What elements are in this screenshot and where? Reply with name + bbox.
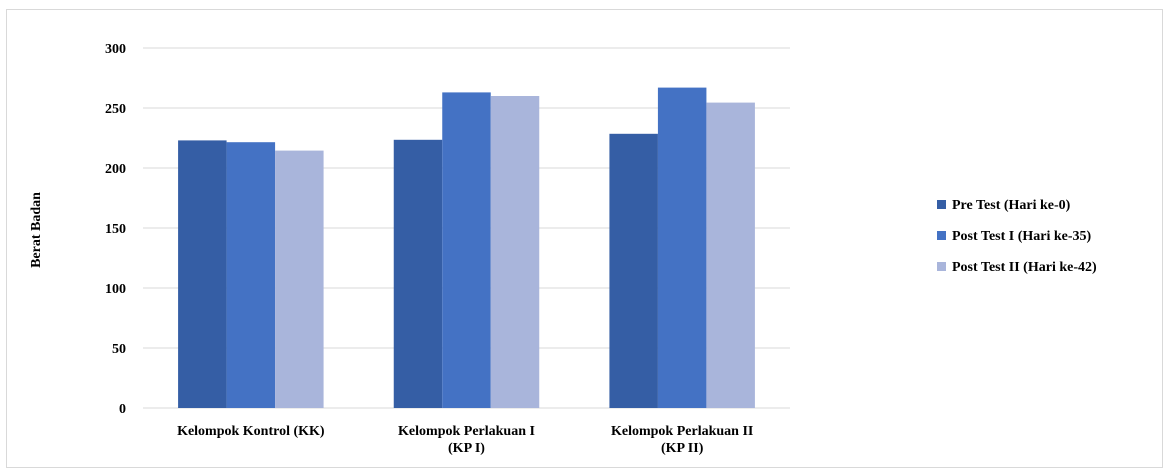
x-category-label: Kelompok Kontrol (KK)	[177, 424, 325, 439]
legend-label: Post Test I (Hari ke-35)	[952, 229, 1092, 244]
bar	[657, 87, 707, 408]
legend-swatch	[937, 231, 946, 240]
x-category-label: (KP II)	[661, 441, 704, 456]
y-tick-label: 50	[112, 342, 126, 357]
bar	[442, 92, 491, 409]
legend-swatch	[937, 262, 946, 271]
legend-swatch	[937, 200, 946, 209]
bar	[178, 140, 227, 408]
y-tick-label: 300	[105, 42, 126, 57]
y-tick-label: 0	[119, 402, 126, 417]
x-category-label: Kelompok Perlakuan II	[611, 424, 753, 439]
legend-label: Post Test II (Hari ke-42)	[952, 260, 1097, 275]
bar	[393, 139, 443, 409]
y-axis-title: Berat Badan	[29, 192, 44, 268]
x-category-label: (KP I)	[448, 441, 485, 456]
y-tick-label: 100	[105, 282, 126, 297]
y-tick-label: 150	[105, 222, 126, 237]
bar	[706, 102, 755, 408]
bar	[226, 142, 276, 408]
y-tick-label: 200	[105, 162, 126, 177]
x-category-label: Kelompok Perlakuan I	[398, 424, 535, 439]
legend-label: Pre Test (Hari ke-0)	[952, 198, 1071, 213]
bar	[275, 150, 324, 408]
bar	[490, 96, 540, 408]
y-tick-label: 250	[105, 102, 126, 117]
bar	[609, 133, 658, 409]
